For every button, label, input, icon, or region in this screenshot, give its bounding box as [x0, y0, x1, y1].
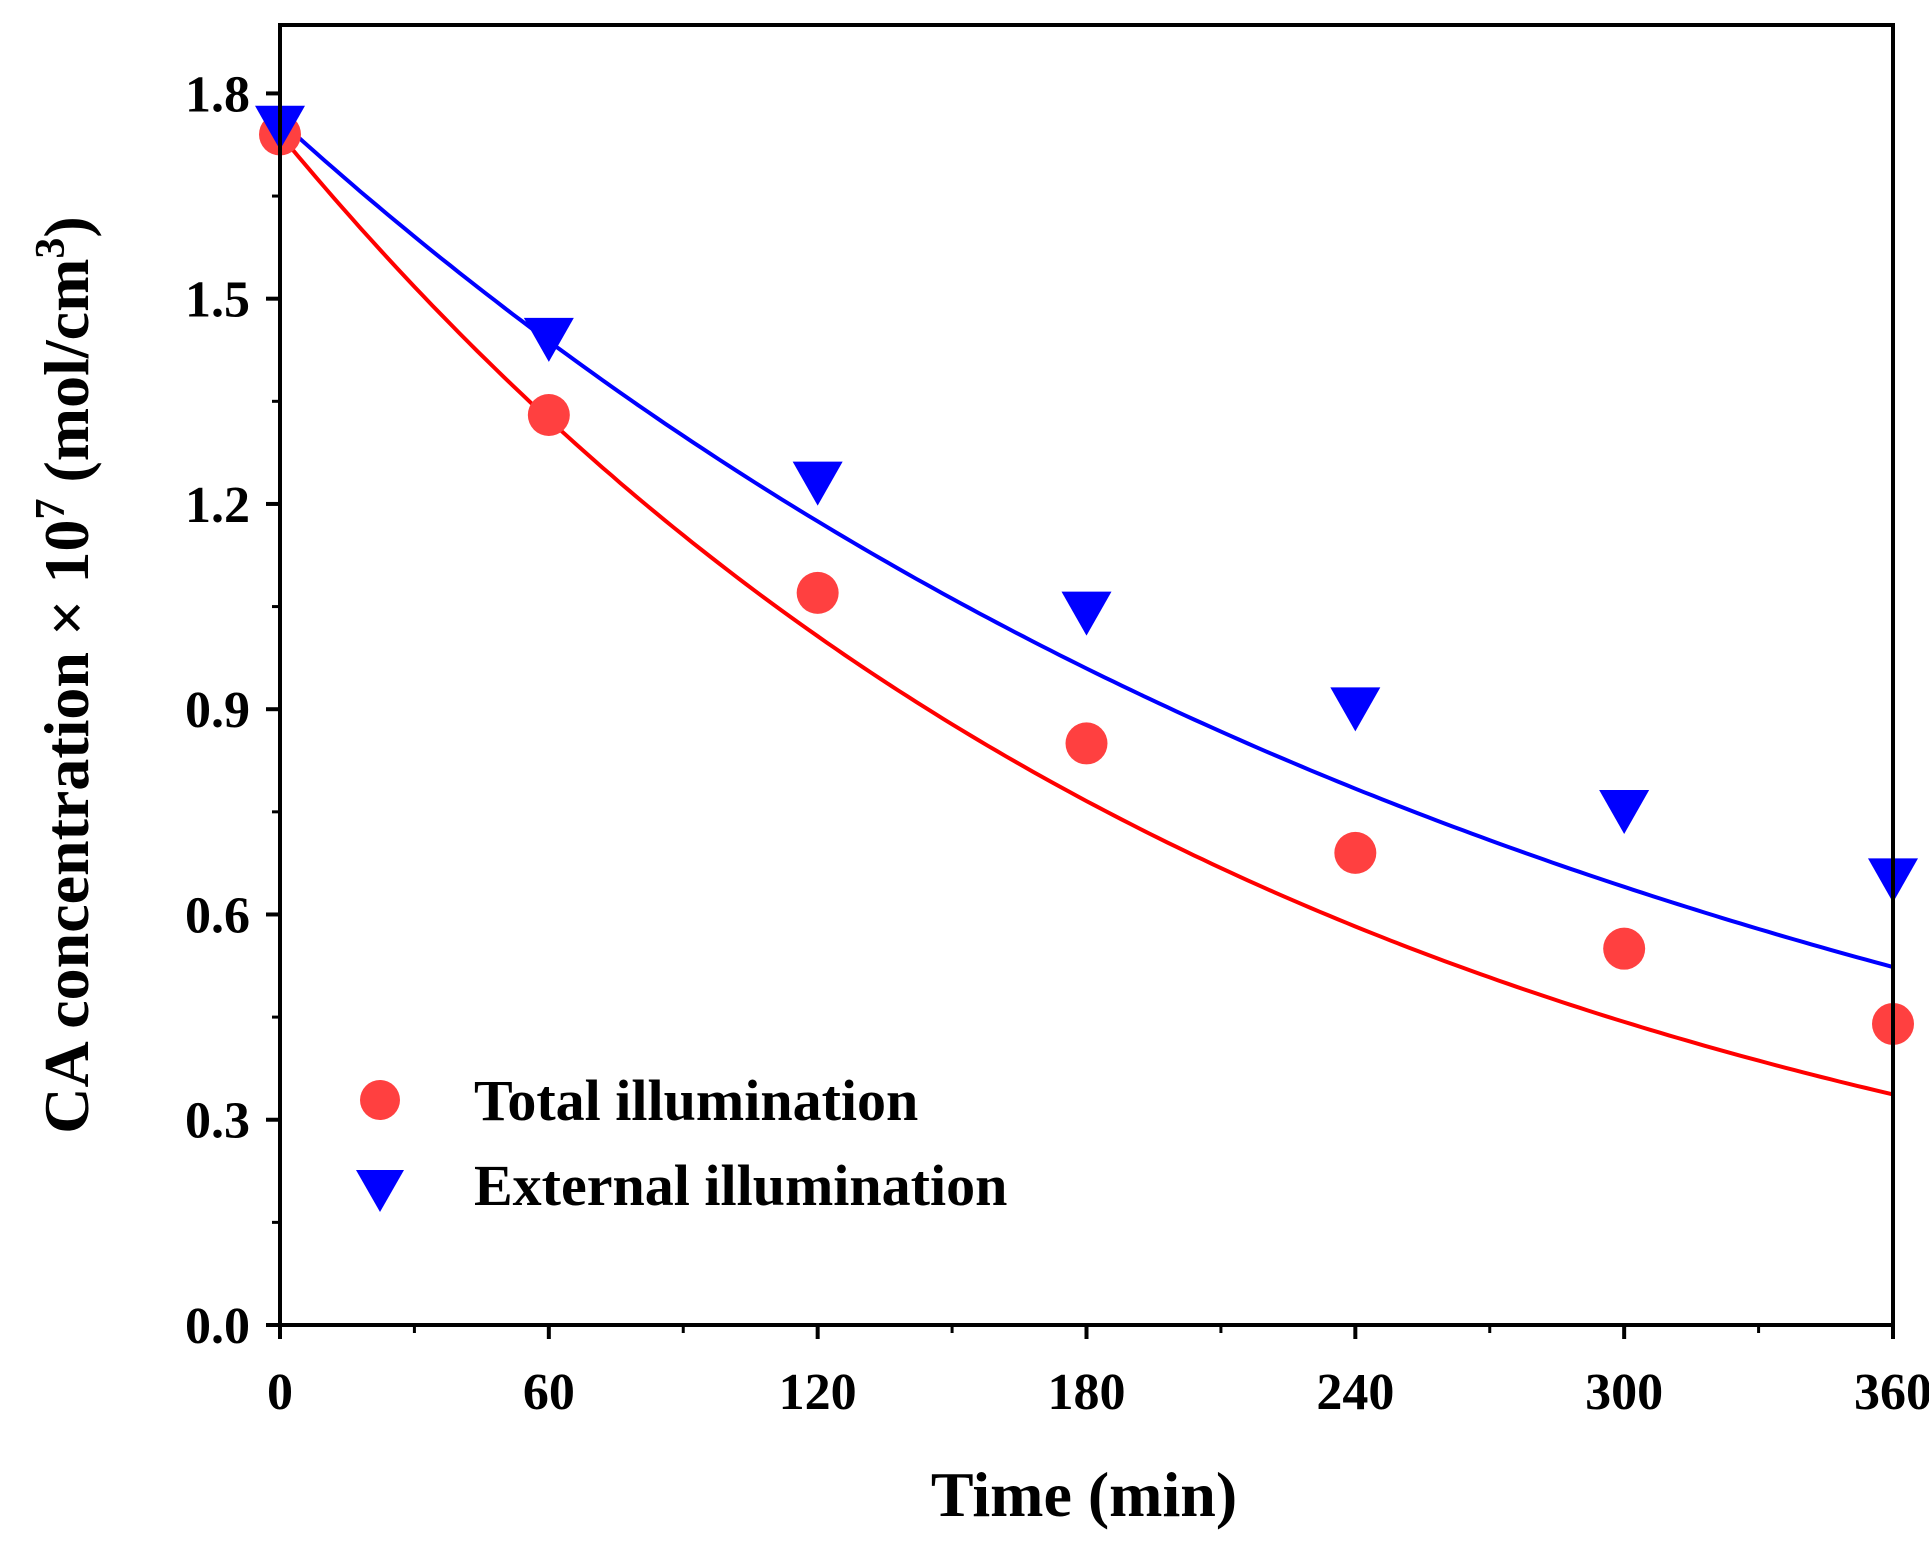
y-axis: 0.0 0.3 0.6 0.9 1.2 1.5 1.8: [185, 66, 280, 1355]
y-tick-label: 1.2: [185, 477, 250, 534]
point-external: [792, 461, 843, 506]
y-tick-label: 1.8: [185, 66, 250, 123]
x-tick-label: 60: [523, 1364, 575, 1421]
x-tick-label: 180: [1048, 1364, 1126, 1421]
y-tick-label: 1.5: [185, 272, 250, 329]
x-tick-label: 300: [1585, 1364, 1663, 1421]
x-tick-label: 240: [1316, 1364, 1394, 1421]
x-tick-label: 0: [267, 1364, 293, 1421]
point-external: [1599, 790, 1650, 834]
point-total: [1065, 722, 1108, 765]
x-axis: 0 60 120 180 240 300 360: [267, 1325, 1929, 1421]
y-tick-label: 0.6: [185, 887, 250, 944]
y-axis-title-unit-exponent: 3: [28, 238, 74, 259]
x-tick-label: 120: [779, 1364, 857, 1421]
y-tick-label: 0.3: [185, 1093, 250, 1150]
point-external: [1330, 687, 1381, 732]
y-axis-title-unit: (mol/cm: [31, 259, 102, 499]
legend-marker-external: [356, 1170, 404, 1212]
point-external: [1061, 591, 1112, 636]
legend: Total illumination External illumination: [356, 1068, 1007, 1218]
point-total: [1334, 831, 1377, 874]
y-axis-title-main: CA concentration × 10: [31, 520, 102, 1134]
legend-label-total: Total illumination: [474, 1068, 918, 1133]
y-axis-title-exponent: 7: [28, 499, 74, 520]
point-external: [523, 317, 574, 362]
point-total: [527, 394, 570, 436]
legend-marker-total: [360, 1080, 400, 1120]
y-axis-title: CA concentration × 107 (mol/cm3): [28, 216, 102, 1133]
fit-line-1: [278, 119, 1894, 970]
x-axis-title: Time (min): [931, 1459, 1237, 1530]
x-tick-label: 360: [1854, 1364, 1929, 1421]
y-tick-label: 0.9: [185, 682, 250, 739]
y-tick-label: 0.0: [185, 1298, 250, 1355]
point-total: [796, 571, 839, 614]
y-axis-title-unit-close: ): [31, 216, 102, 237]
point-total: [1603, 927, 1646, 970]
data-markers: [255, 105, 1918, 1045]
legend-label-external: External illumination: [474, 1153, 1007, 1218]
